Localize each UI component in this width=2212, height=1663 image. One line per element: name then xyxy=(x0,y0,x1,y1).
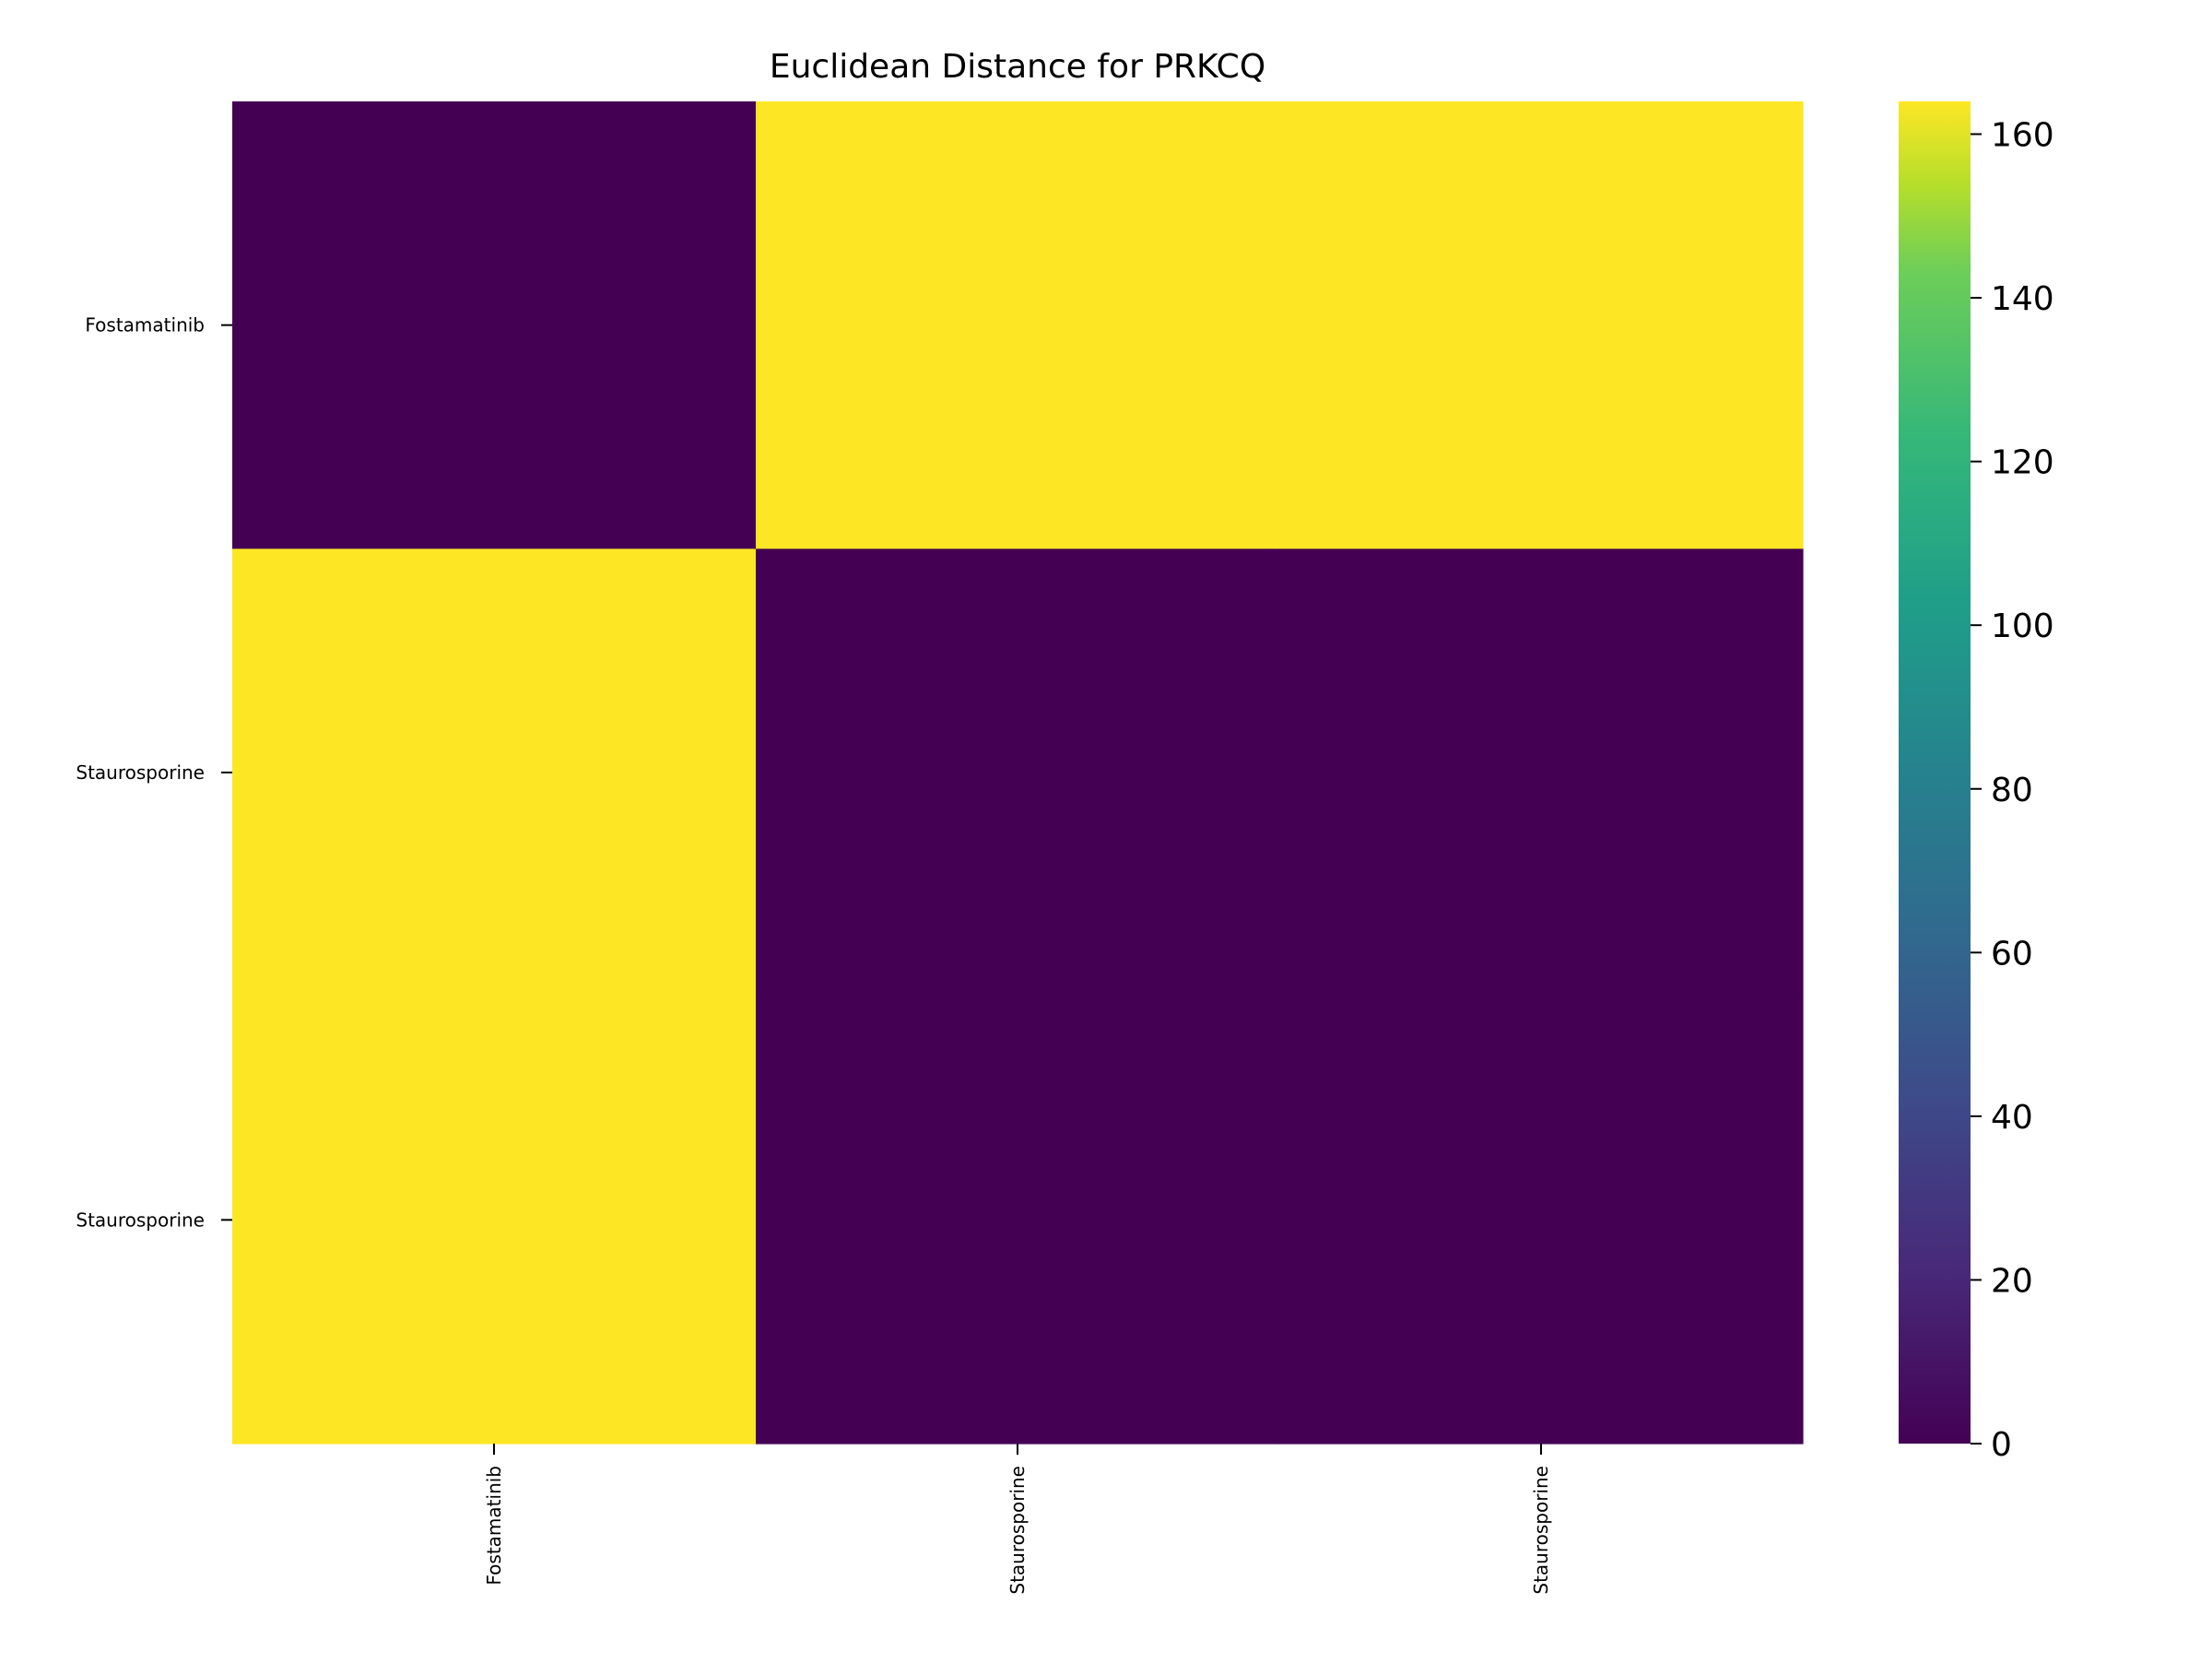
heatmap-cell-0-0 xyxy=(232,101,757,549)
x-axis: Fostamatinib Staurosporine Staurosporine xyxy=(483,1444,1552,1595)
heatmap-cell-2-2 xyxy=(1279,996,1804,1445)
heatmap-cell-1-2 xyxy=(1279,548,1804,997)
colorbar-tick-label: 160 xyxy=(1991,117,2054,155)
y-tick-label: Staurosporine xyxy=(76,761,205,784)
heatmap-cell-0-1 xyxy=(756,101,1280,549)
y-tick-label: Fostamatinib xyxy=(85,314,205,336)
y-axis: Fostamatinib Staurosporine Staurosporine xyxy=(76,314,232,1231)
colorbar-gradient xyxy=(1899,101,1971,1444)
colorbar-tick-label: 80 xyxy=(1991,772,2033,809)
colorbar-tick-label: 100 xyxy=(1991,607,2054,645)
heatmap-cells xyxy=(232,101,1804,1445)
x-tick-label: Staurosporine xyxy=(1530,1466,1552,1595)
colorbar-tick-label: 140 xyxy=(1991,280,2054,318)
colorbar-tick-label: 60 xyxy=(1991,935,2033,973)
heatmap-cell-2-1 xyxy=(756,996,1280,1445)
heatmap-cell-1-1 xyxy=(756,548,1280,997)
colorbar-tick-label: 40 xyxy=(1991,1099,2033,1137)
heatmap-cell-0-2 xyxy=(1279,101,1804,549)
x-tick-label: Staurosporine xyxy=(1006,1466,1029,1595)
heatmap-cell-1-0 xyxy=(232,548,757,997)
heatmap-cell-2-0 xyxy=(232,996,757,1445)
x-tick-label: Fostamatinib xyxy=(483,1466,505,1586)
colorbar-tick-label: 20 xyxy=(1991,1262,2033,1300)
colorbar-tick-label: 0 xyxy=(1991,1426,2012,1464)
chart-title: Euclidean Distance for PRKCQ xyxy=(770,48,1265,86)
y-tick-label: Staurosporine xyxy=(76,1209,205,1231)
colorbar: 0 20 40 60 80 100 120 140 160 xyxy=(1899,101,2054,1464)
colorbar-tick-label: 120 xyxy=(1991,444,2054,482)
